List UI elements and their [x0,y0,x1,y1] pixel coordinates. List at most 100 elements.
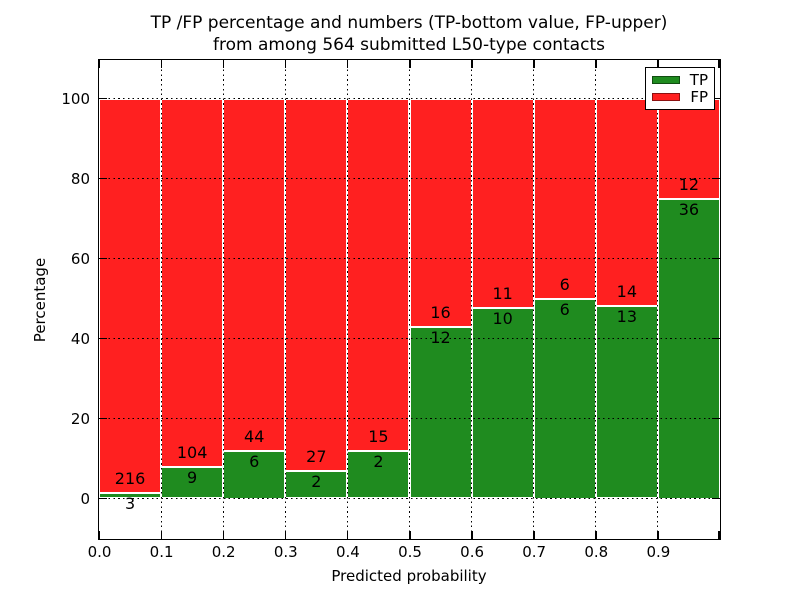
tp-bar-segment [285,470,348,499]
x-tick-label: 0.2 [211,543,236,561]
fp-bar-segment [161,98,224,467]
x-tick-label: 0.8 [584,543,609,561]
legend-item-fp: FP [652,89,708,105]
x-tick-mark [657,531,659,539]
x-tick-mark-top [160,60,163,68]
gridline-vertical [346,60,348,539]
legend-label-fp: FP [690,88,708,107]
legend: TP FP [645,67,715,110]
x-tick-label: 0.4 [335,543,360,561]
y-tick-mark [99,257,107,260]
gridline-vertical [160,60,162,539]
gridline-vertical [409,60,410,539]
x-tick-mark-top [533,60,535,68]
x-tick-mark-top [409,60,411,68]
chart-title: TP /FP percentage and numbers (TP-bottom… [99,12,719,56]
chart-title-line2: from among 564 submitted L50-type contac… [213,35,605,55]
tp-count-label: 12 [430,328,451,348]
y-tick-label: 60 [70,250,90,268]
y-tick-mark [99,97,107,100]
x-tick-mark-top [657,60,659,68]
tp-bar-segment [409,327,472,499]
tp-count-label: 6 [249,451,260,471]
x-tick-mark [98,531,100,539]
fp-bar-segment [595,98,658,306]
fp-bar-segment [409,98,472,328]
tp-bar-segment [471,308,534,499]
tp-count-label: 3 [124,494,136,514]
fp-count-label: 11 [492,284,513,304]
y-tick-mark-right [712,337,720,340]
y-tick-mark-right [712,177,720,180]
x-tick-mark-top [98,60,100,68]
y-tick-label: 0 [80,490,90,508]
x-tick-mark-top [222,60,225,68]
fp-count-label: 44 [244,426,265,446]
chart-title-line1: TP /FP percentage and numbers (TP-bottom… [150,13,668,33]
x-tick-mark-top [471,60,473,68]
fp-count-label: 216 [114,469,146,489]
x-tick-label: 0.3 [273,543,298,561]
x-tick-mark-top [284,60,287,68]
x-tick-mark-top [346,60,349,68]
y-tick-mark-right [712,97,720,100]
tp-bar-segment [595,305,658,499]
x-tick-mark [160,531,163,539]
x-tick-mark-top [595,60,597,68]
gridline-vertical [533,60,535,539]
y-tick-label: 40 [70,330,90,348]
x-axis-label: Predicted probability [331,567,487,585]
y-tick-label: 100 [61,90,90,108]
tp-count-label: 36 [678,199,700,219]
legend-label-tp: TP [689,70,708,89]
tp-count-label: 2 [373,452,384,472]
tp-swatch-icon [652,75,680,84]
tp-count-label: 10 [492,309,513,329]
fp-count-label: 104 [176,442,208,462]
fp-count-label: 15 [368,427,389,447]
fp-count-label: 16 [430,303,451,323]
x-tick-mark-top [718,60,720,68]
gridline-vertical [471,60,473,539]
fp-count-label: 14 [616,281,638,301]
x-tick-mark [471,531,473,539]
y-tick-mark-right [712,257,720,260]
tp-count-label: 6 [559,299,570,319]
y-tick-mark [99,417,107,420]
x-tick-label: 0.7 [522,543,547,561]
fp-bar-segment [347,98,410,452]
x-tick-label: 0.9 [646,543,671,561]
tp-bar-segment [99,493,162,499]
fp-bar-segment [285,98,348,471]
tp-bar-segment [347,451,410,499]
x-tick-mark [718,531,720,539]
x-tick-label: 0.6 [460,543,485,561]
x-tick-label: 0.1 [149,543,174,561]
x-tick-label: 0.0 [87,543,112,561]
y-tick-label: 20 [70,410,90,428]
plot-area: TP FP 216 3 104 9 44 6 27 2 15 2 16 12 11 10 6 6 14 13 12 3… [98,59,721,540]
x-tick-mark [222,531,225,539]
fp-bar-segment [533,98,596,299]
legend-item-tp: TP [652,72,708,88]
y-tick-mark-right [712,417,720,420]
fp-swatch-icon [652,93,680,102]
y-tick-mark [99,337,107,340]
x-tick-mark [595,531,597,539]
tp-count-label: 2 [311,471,322,491]
y-tick-mark [99,177,107,180]
fp-bar-segment [657,98,720,199]
fp-count-label: 27 [306,446,327,466]
gridline-vertical [222,60,224,539]
fp-count-label: 12 [678,174,700,194]
tp-count-label: 9 [187,467,198,487]
gridline-vertical [595,60,597,539]
tp-bar-segment [657,198,720,499]
gridline-vertical [657,60,659,539]
fp-bar-segment [471,98,534,309]
gridline-vertical [284,60,286,539]
tp-count-label: 13 [616,306,638,326]
tp-bar-segment [161,466,224,499]
x-tick-mark [533,531,535,539]
